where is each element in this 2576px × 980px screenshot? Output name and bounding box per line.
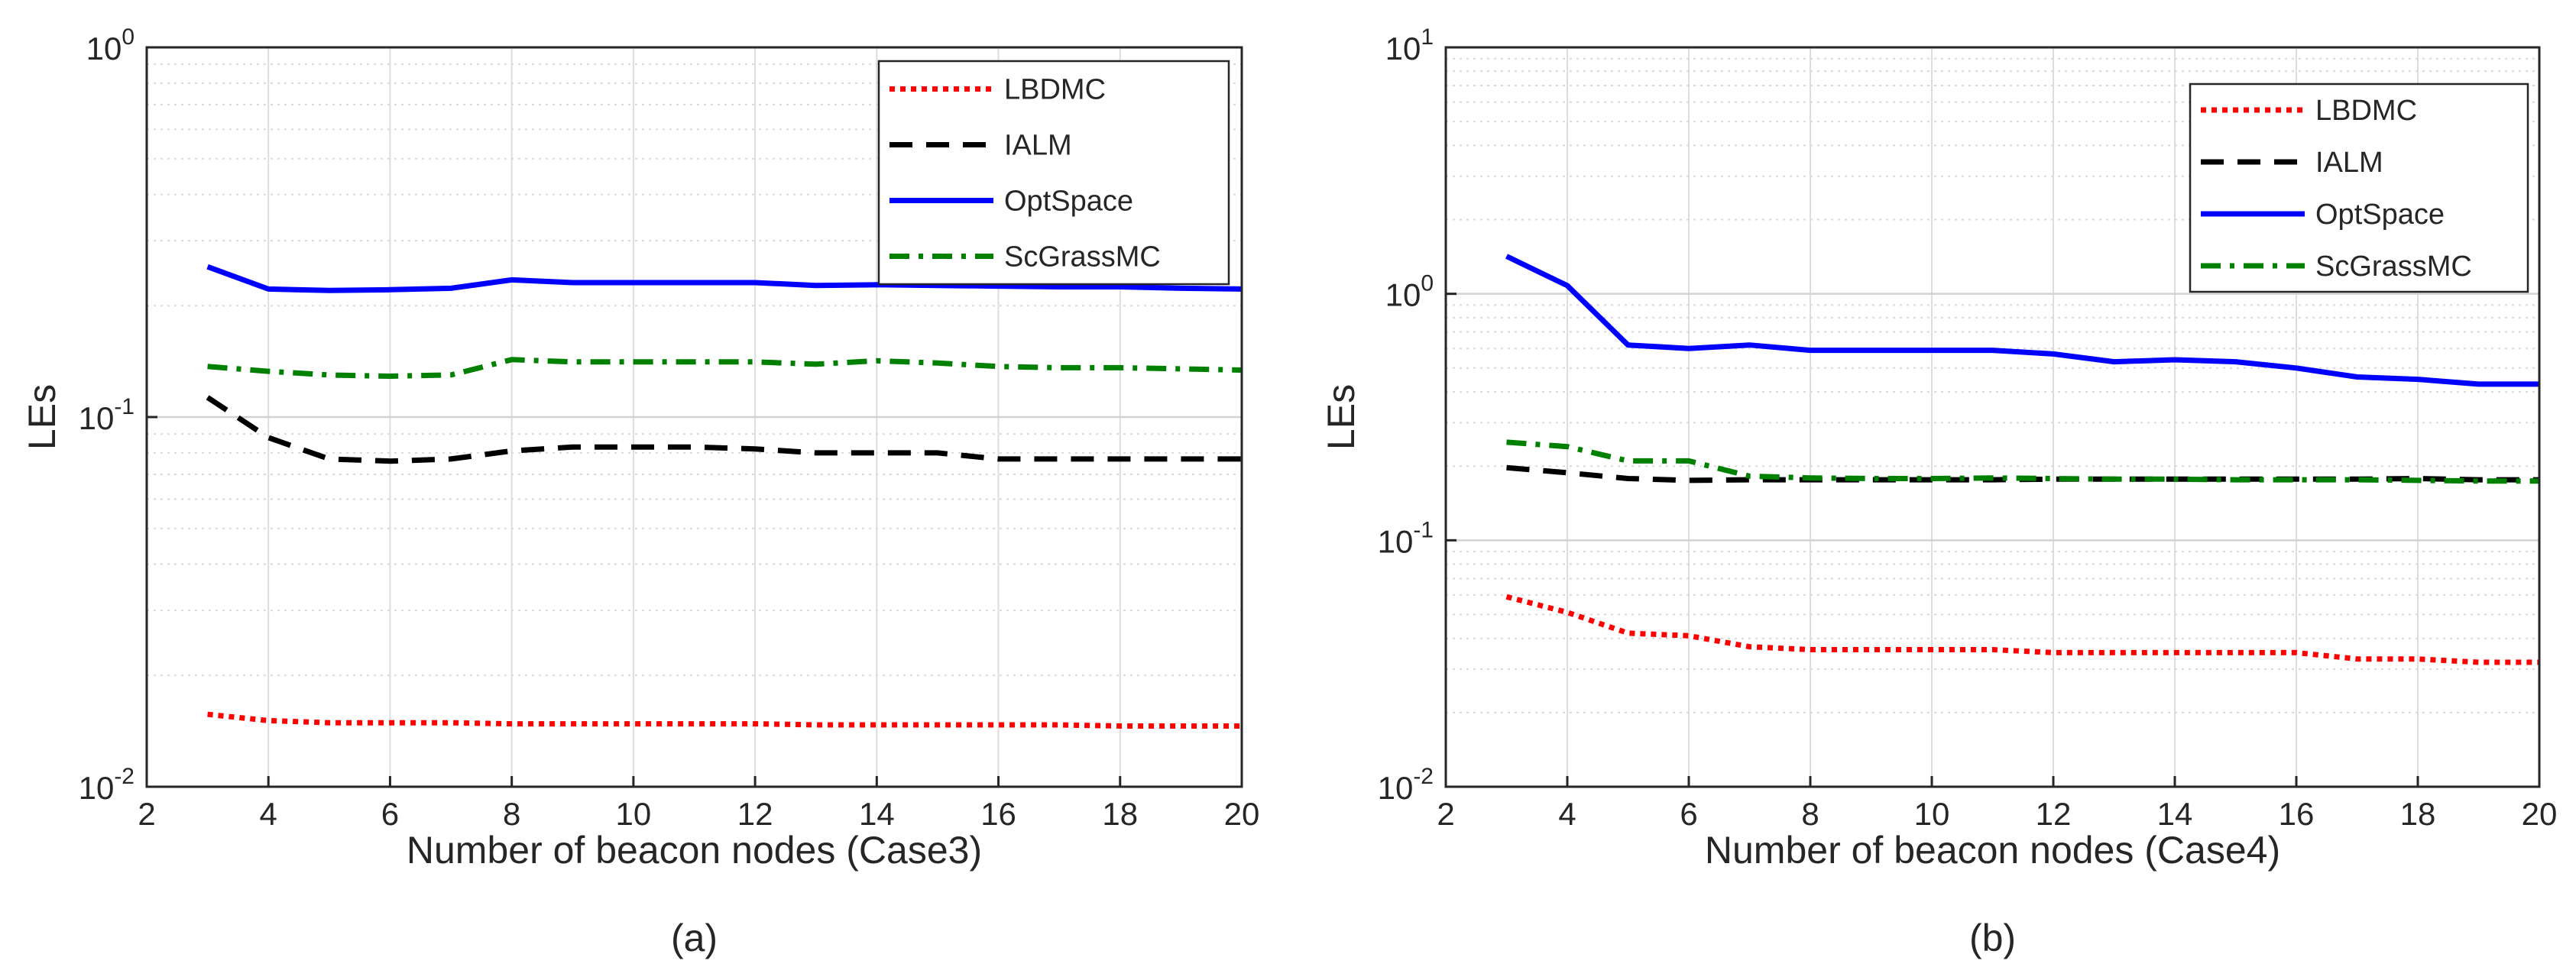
x-tick-label: 12 bbox=[2036, 796, 2072, 832]
legend-label: LBDMC bbox=[1004, 74, 1106, 106]
x-tick-label: 6 bbox=[381, 796, 399, 832]
tick-labels: 2 4 6 8 10 12 14 16 18 20 10-2 10-1 100 bbox=[79, 24, 1260, 832]
x-tick-label: 18 bbox=[1102, 796, 1138, 832]
y-tick-label: 100 bbox=[86, 24, 134, 66]
legend-label: OptSpace bbox=[1004, 186, 1133, 218]
y-tick-label: 10-2 bbox=[79, 764, 134, 806]
y-tick-label: 10-1 bbox=[1378, 517, 1434, 559]
chart-panel-b: 2 4 6 8 10 12 14 16 18 20 10-2 10-1 100 101 Number of… bbox=[1320, 24, 2557, 959]
chart-panel-a: 2 4 6 8 10 12 14 16 18 20 10-2 10-1 100 Number of be… bbox=[21, 24, 1259, 959]
series-layer bbox=[1505, 254, 2539, 665]
x-tick-label: 4 bbox=[1558, 796, 1576, 832]
x-tick-label: 2 bbox=[138, 796, 155, 832]
series-line-ialm bbox=[206, 395, 1242, 464]
x-axis-label: Number of beacon nodes (Case3) bbox=[407, 829, 982, 872]
x-axis-label: Number of beacon nodes (Case4) bbox=[1705, 829, 2280, 872]
x-tick-label: 6 bbox=[1680, 796, 1697, 832]
x-tick-label: 10 bbox=[616, 796, 652, 832]
legend: LBDMC IALM OptSpace ScGrassMC bbox=[877, 60, 1230, 286]
series-line-optspace bbox=[1505, 254, 2539, 387]
series-layer bbox=[206, 264, 1243, 729]
x-tick-label: 2 bbox=[1437, 796, 1454, 832]
legend-label: LBDMC bbox=[2315, 95, 2417, 127]
series-line-optspace bbox=[206, 264, 1243, 293]
x-tick-label: 12 bbox=[737, 796, 773, 832]
series-line-scgrassmc bbox=[1506, 439, 2539, 484]
x-tick-label: 20 bbox=[2522, 796, 2558, 832]
tick-labels: 2 4 6 8 10 12 14 16 18 20 10-2 10-1 100 101 bbox=[1378, 24, 2558, 832]
y-tick-label: 10-1 bbox=[79, 394, 134, 436]
y-tick-label: 101 bbox=[1385, 24, 1434, 66]
y-axis-label: LEs bbox=[21, 384, 63, 450]
y-tick-label: 100 bbox=[1385, 271, 1434, 313]
legend: LBDMC IALM OptSpace ScGrassMC bbox=[2189, 82, 2529, 293]
x-tick-label: 14 bbox=[859, 796, 895, 832]
panel-caption: (a) bbox=[671, 917, 718, 959]
legend-label: OptSpace bbox=[2315, 199, 2445, 231]
legend-label: IALM bbox=[2315, 147, 2383, 179]
x-tick-label: 20 bbox=[1224, 796, 1260, 832]
panel-caption: (b) bbox=[1969, 917, 2016, 959]
x-tick-label: 4 bbox=[260, 796, 277, 832]
x-tick-label: 18 bbox=[2400, 796, 2436, 832]
x-tick-label: 16 bbox=[2279, 796, 2315, 832]
legend-label: IALM bbox=[1004, 130, 1072, 162]
legend-label: ScGrassMC bbox=[1004, 241, 1161, 273]
legend-box bbox=[2189, 82, 2529, 293]
series-line-lbdmc bbox=[1505, 593, 2539, 665]
plot-frame bbox=[1444, 46, 2541, 788]
x-tick-label: 14 bbox=[2157, 796, 2193, 832]
legend-label: ScGrassMC bbox=[2315, 251, 2472, 283]
series-line-lbdmc bbox=[207, 711, 1242, 729]
x-tick-label: 8 bbox=[1801, 796, 1819, 832]
legend-box bbox=[877, 60, 1230, 286]
y-axis-label: LEs bbox=[1320, 384, 1363, 450]
x-tick-label: 10 bbox=[1914, 796, 1950, 832]
series-line-scgrassmc bbox=[207, 357, 1243, 379]
x-tick-label: 8 bbox=[503, 796, 520, 832]
y-tick-label: 10-2 bbox=[1378, 764, 1434, 806]
x-tick-label: 16 bbox=[980, 796, 1016, 832]
